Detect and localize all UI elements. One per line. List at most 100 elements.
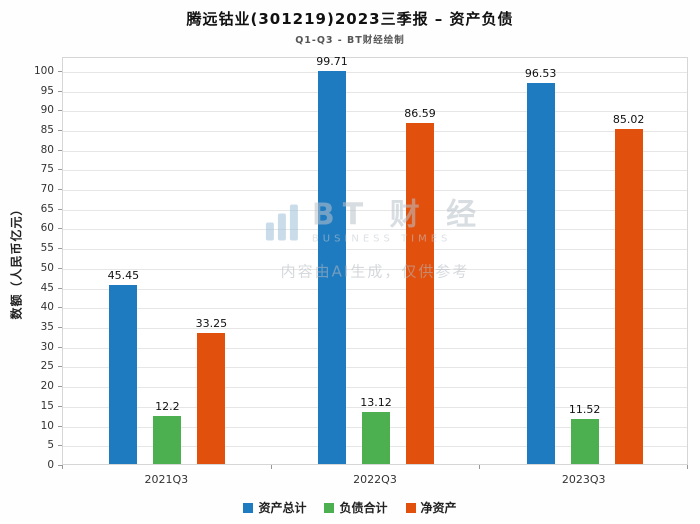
legend-marker [405,502,416,513]
legend-item: 净资产 [405,499,457,516]
gridline [63,170,687,172]
bar [153,415,182,464]
y-tick-label: 90 [40,104,54,117]
y-tick-label: 85 [40,123,54,136]
y-tick-mark [58,287,62,289]
x-category-label: 2022Q3 [353,473,397,486]
gridline [63,249,687,251]
watermark-disclaimer: 内容由AI生成，仅供参考 [280,262,470,281]
gridline [63,111,687,113]
legend-item: 资产总计 [243,499,306,516]
y-tick-label: 95 [40,84,54,97]
legend-label: 资产总计 [258,501,307,515]
y-tick-label: 100 [33,64,54,77]
y-tick-label: 30 [40,340,54,353]
x-tick-mark [479,465,481,469]
y-tick-mark [58,228,62,230]
y-tick-label: 15 [40,399,54,412]
y-tick-mark [58,366,62,368]
y-tick-label: 65 [40,202,54,215]
bar [614,128,643,464]
legend-marker [324,502,335,513]
y-tick-mark [58,70,62,72]
gridline [63,387,687,389]
chart-title: 腾远钴业(301219)2023三季报 – 资产负债 [186,10,514,28]
y-tick-mark [58,327,62,329]
legend-item: 负债合计 [324,499,388,516]
y-tick-mark [58,386,62,388]
gridline [63,130,687,132]
y-tick-label: 40 [40,301,54,314]
gridline [63,288,687,290]
y-tick-mark [58,149,62,151]
gridline [63,347,687,349]
y-tick-label: 50 [40,261,54,274]
y-tick-mark [58,346,62,348]
bar-value-label: 86.59 [404,106,436,120]
y-tick-mark [58,425,62,427]
legend-label: 净资产 [420,501,457,515]
gridline [63,209,687,211]
y-tick-mark [58,445,62,447]
y-tick-mark [58,267,62,269]
gridline [63,150,687,152]
y-tick-mark [58,208,62,210]
y-tick-mark [58,90,62,92]
gridline [63,308,687,310]
bar [362,412,390,464]
chart-subtitle: Q1-Q3 - BT财经绘制 [295,35,405,46]
y-tick-label: 10 [40,419,54,432]
x-category-label: 2023Q3 [561,473,606,486]
y-tick-label: 80 [40,143,54,156]
y-tick-label: 0 [47,459,54,471]
y-tick-mark [58,405,62,407]
y-tick-label: 60 [40,222,54,235]
bar [406,122,434,464]
y-tick-label: 75 [40,163,54,176]
y-tick-label: 25 [40,360,54,373]
y-tick-label: 35 [40,321,54,334]
gridline [63,406,687,408]
legend-marker [243,502,254,513]
bar-value-label: 13.12 [360,396,392,410]
gridline [63,367,687,369]
y-tick-label: 5 [47,439,54,452]
y-tick-mark [58,169,62,171]
bar [570,418,599,464]
y-tick-label: 20 [40,380,54,393]
bar [318,70,346,464]
gridline [63,71,687,73]
bar-value-label: 33.25 [195,316,228,330]
x-tick-mark [687,465,688,469]
y-tick-mark [58,189,62,191]
y-tick-mark [58,129,62,131]
x-category-label: 2021Q3 [144,473,189,486]
gridline [63,190,687,192]
y-tick-label: 45 [40,281,54,294]
gridline [63,328,687,330]
y-tick-mark [58,110,62,112]
y-tick-label: 55 [40,242,54,255]
legend-label: 负债合计 [339,501,388,515]
y-tick-mark [58,307,62,309]
gridline [63,91,687,93]
bar [197,332,226,464]
bar-value-label: 12.2 [155,399,180,413]
y-tick-mark [58,465,62,466]
bar-value-label: 96.53 [524,67,557,81]
y-tick-mark [58,248,62,250]
bar-value-label: 45.45 [107,268,140,282]
bar-value-label: 85.02 [612,112,645,126]
bar [109,284,138,464]
bar-value-label: 11.52 [568,402,601,416]
legend: 资产总计 负债合计 净资产 [0,499,700,516]
x-tick-mark [62,465,63,469]
y-tick-label: 70 [40,183,54,196]
gridline [63,268,687,270]
gridline [63,229,687,231]
bar-value-label: 99.71 [316,54,348,68]
x-tick-mark [270,465,272,469]
bar [526,83,555,464]
plot-area: 45.45 12.2 33.25 99.71 13.12 86.59 96.53 11.52 8… [62,54,688,465]
